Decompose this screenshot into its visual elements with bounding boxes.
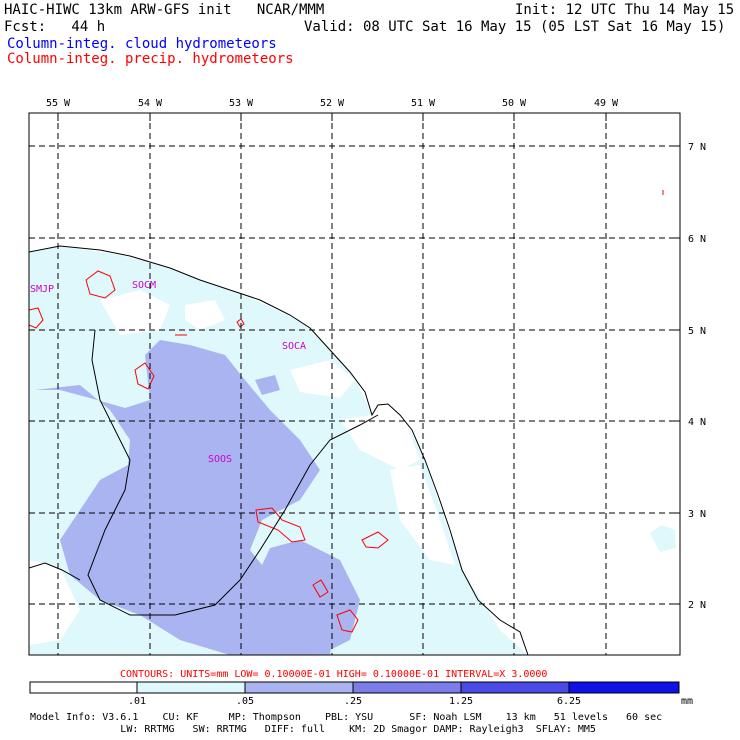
- station-soca: SOCA: [282, 341, 306, 352]
- lat-label: 6 N: [688, 234, 706, 245]
- colorbar-bin: [136, 681, 246, 694]
- lon-label: 50 W: [502, 98, 527, 109]
- lat-label: 5 N: [688, 326, 706, 337]
- colorbar-bin: [568, 681, 680, 694]
- colorbar-bin: [29, 681, 138, 694]
- clear-gap-2: [185, 300, 225, 330]
- colorbar-bin: [460, 681, 570, 694]
- clear-gap-6: [29, 560, 80, 645]
- coastline: [29, 245, 529, 655]
- precip-contour: [312, 579, 329, 598]
- init-time: Init: 12 UTC Thu 14 May 15: [515, 2, 735, 18]
- station-soos: SOOS: [208, 454, 232, 465]
- field-label-cloud: Column-integ. cloud hydrometeors: [7, 36, 277, 52]
- precip-contour: [255, 507, 306, 543]
- clear-gap-3: [290, 360, 355, 398]
- precip-contour: [134, 362, 155, 390]
- station-smjp: SMJP: [30, 284, 54, 295]
- lon-label: 52 W: [320, 98, 345, 109]
- lon-label: 49 W: [594, 98, 619, 109]
- model-info-line1: Model Info: V3.6.1 CU: KF MP: Thompson P…: [30, 712, 663, 723]
- lon-label: 54 W: [138, 98, 163, 109]
- precip-contour: [236, 318, 245, 328]
- colorbar-tick: 1.25: [449, 696, 473, 707]
- latlon-grid: [29, 113, 680, 655]
- lon-labels: 55 W 54 W 53 W 52 W 51 W 50 W 49 W: [46, 98, 619, 109]
- precip-contours: [29, 190, 664, 633]
- model-title: HAIC-HIWC 13km ARW-GFS init NCAR/MMM: [4, 2, 325, 18]
- border-path: [29, 562, 81, 581]
- station-labels: SMJP SOCM SOCA SOOS: [30, 280, 306, 465]
- shading-layer: [29, 113, 680, 655]
- model-info-line2: LW: RRTMG SW: RRTMG DIFF: full KM: 2D Sm…: [30, 724, 596, 735]
- colorbar-tick: .05: [236, 696, 254, 707]
- valid-time: Valid: 08 UTC Sat 16 May 15 (05 LST Sat …: [304, 19, 726, 35]
- colorbar-tick: .01: [128, 696, 146, 707]
- station-socm: SOCM: [132, 280, 156, 291]
- contour-info: CONTOURS: UNITS=mm LOW= 0.10000E-01 HIGH…: [120, 669, 547, 680]
- map-frame: [28, 112, 681, 656]
- precip-contour: [85, 270, 116, 299]
- lat-label: 4 N: [688, 417, 706, 428]
- cloud-shade-medium-small: [255, 375, 280, 395]
- lat-labels: 7 N 6 N 5 N 4 N 3 N 2 N: [688, 142, 706, 611]
- clear-gap-4: [340, 403, 420, 470]
- precip-contour: [361, 531, 389, 549]
- colorbar-bin: [244, 681, 354, 694]
- colorbar-units: mm: [681, 696, 693, 707]
- field-label-precip: Column-integ. precip. hydrometeors: [7, 51, 294, 67]
- colorbar-tick: 6.25: [557, 696, 581, 707]
- colorbar: .01 .05 .25 1.25 6.25 mm: [29, 681, 693, 707]
- colorbar-bin: [352, 681, 462, 694]
- lat-label: 7 N: [688, 142, 706, 153]
- precip-contour: [336, 609, 359, 633]
- border-path: [87, 329, 379, 616]
- lat-label: 2 N: [688, 600, 706, 611]
- cloud-shade-ocean: [29, 113, 150, 262]
- clear-gap-1: [100, 290, 170, 335]
- lat-label: 3 N: [688, 509, 706, 520]
- cloud-shade-east-blob: [650, 525, 676, 552]
- precip-contour: [29, 307, 44, 329]
- lon-label: 51 W: [411, 98, 436, 109]
- lon-label: 55 W: [46, 98, 71, 109]
- lon-label: 53 W: [229, 98, 254, 109]
- frame-ticks: [57, 113, 680, 605]
- colorbar-tick: .25: [344, 696, 362, 707]
- coastline-path: [29, 245, 529, 655]
- forecast-hour: Fcst: 44 h: [4, 19, 106, 35]
